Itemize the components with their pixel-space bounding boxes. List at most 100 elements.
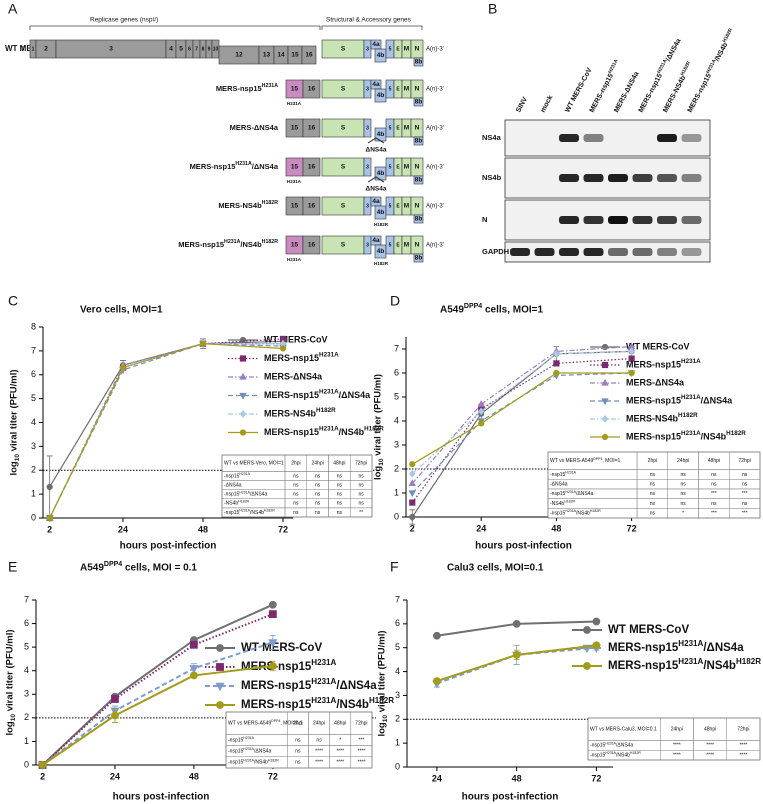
table-cell — [729, 508, 761, 519]
series-line — [411, 358, 632, 503]
series-line — [411, 346, 632, 484]
gene-label: 14 — [277, 52, 285, 59]
gene-label: 4a — [372, 41, 380, 48]
table-text: -nsp15H231A/ΔNS4a — [224, 490, 267, 497]
marker — [408, 479, 416, 486]
marker — [199, 340, 207, 347]
y-tick-label: 4 — [394, 415, 399, 425]
legend-marker — [239, 372, 247, 380]
table-text: **** — [739, 743, 747, 749]
table-cell — [726, 750, 761, 761]
x-tick-label: 48 — [512, 773, 522, 783]
marker — [268, 600, 277, 609]
blot-panel — [504, 241, 711, 263]
band — [608, 248, 628, 256]
legend-marker — [601, 433, 609, 441]
marker — [268, 610, 277, 619]
marker — [189, 640, 198, 649]
gene-label: 12 — [235, 52, 243, 59]
marker — [553, 360, 560, 367]
gene-label: M — [404, 203, 409, 210]
legend-marker — [601, 398, 609, 406]
table-text: 72hpi — [737, 727, 749, 733]
mutation-note: H182R — [374, 261, 389, 266]
marker — [512, 650, 521, 659]
table-text: * — [682, 510, 684, 516]
marker — [189, 671, 198, 680]
gene-label: 16 — [308, 203, 316, 210]
table-text: ns — [358, 492, 364, 498]
gene-box — [302, 157, 321, 177]
gene-label: 4 — [169, 46, 173, 53]
table-text: ns — [650, 481, 656, 487]
y-tick-label: 7 — [24, 594, 29, 604]
gene-label: 5 — [179, 46, 183, 53]
gene-label: E — [396, 86, 400, 92]
table-text: ns — [337, 510, 343, 516]
marker — [478, 420, 485, 427]
legend-label: MERS-nsp15H231A — [264, 352, 339, 363]
mutation-note: H231A — [287, 179, 302, 184]
legend-label: MERS-nsp15H231A/NS4bH182R — [264, 426, 384, 437]
gene-label: 15 — [291, 86, 299, 93]
y-tick-label: 1 — [395, 738, 400, 748]
gene-label: 8b — [415, 177, 423, 184]
table-text: 72hpi — [739, 458, 751, 464]
gene-label: 8b — [415, 99, 423, 106]
mutation-note: H231A — [287, 101, 302, 106]
gene-label: S — [341, 125, 346, 132]
table-text: ns — [315, 473, 321, 479]
marker — [408, 490, 416, 498]
table-text: -nsp15H231A — [224, 472, 251, 479]
three-prime: A(n)-3' — [426, 47, 444, 53]
chart-title: Vero cells, MOI=1 — [80, 305, 163, 316]
legend-label: WT MERS-CoV — [626, 341, 690, 351]
series-line — [49, 338, 284, 519]
lane-label: mock — [540, 94, 555, 114]
band — [583, 174, 604, 182]
legend-marker — [601, 415, 609, 423]
legend-marker — [216, 701, 224, 709]
table-text: ns — [711, 472, 717, 478]
table-text: ns — [293, 510, 299, 516]
gene-label: N — [415, 203, 420, 210]
marker — [592, 617, 601, 626]
gene-label: 16 — [308, 242, 316, 249]
lane-label: MERS-nsp15H231A/NS4bH182R — [685, 27, 737, 114]
series-line — [49, 343, 284, 519]
table-text: WT vs MERS-Vero, MOI=1 — [224, 461, 284, 467]
table-text: ns — [358, 473, 364, 479]
table-text: **** — [336, 760, 344, 766]
table-text: -nsp15H231A — [550, 470, 577, 477]
table-text: ns — [711, 501, 717, 507]
marker — [119, 364, 127, 371]
table-text: -NS4bH182R — [550, 499, 576, 506]
panel-letter: A — [8, 1, 18, 17]
table-text: 24hpi — [671, 727, 683, 733]
y-tick-label: 1 — [31, 489, 36, 499]
deletion-caret — [367, 137, 385, 144]
gene-label: 3 — [366, 242, 369, 248]
legend-marker — [239, 392, 247, 400]
gene-label: 3 — [366, 125, 369, 131]
table-text: -ΔNS4a — [550, 481, 568, 487]
y-axis-label: log10 viral titer (PFU/ml) — [9, 369, 22, 475]
gene-label: 16 — [305, 52, 313, 59]
y-tick-label: 3 — [394, 439, 399, 449]
marker — [628, 355, 635, 362]
blot-row-label: NS4a — [482, 133, 502, 142]
table-text: -nsp15H231A/NS4bH182R — [590, 751, 641, 758]
gene-label: 10 — [213, 46, 219, 52]
gene-label: N — [415, 46, 420, 53]
legend-label: MERS-nsp15H231A/ΔNS4a — [241, 677, 377, 692]
y-tick-label: 6 — [24, 618, 29, 628]
legend-label: MERS-NS4bH182R — [626, 412, 698, 423]
legend-marker — [216, 663, 224, 671]
legend-label: MERS-nsp15H231A — [241, 658, 337, 673]
legend-marker — [239, 355, 247, 362]
table-text: ns — [650, 491, 656, 497]
band — [559, 216, 579, 224]
panel-letter: C — [8, 293, 18, 309]
panel-letter: D — [390, 293, 400, 309]
legend-marker — [601, 361, 609, 369]
